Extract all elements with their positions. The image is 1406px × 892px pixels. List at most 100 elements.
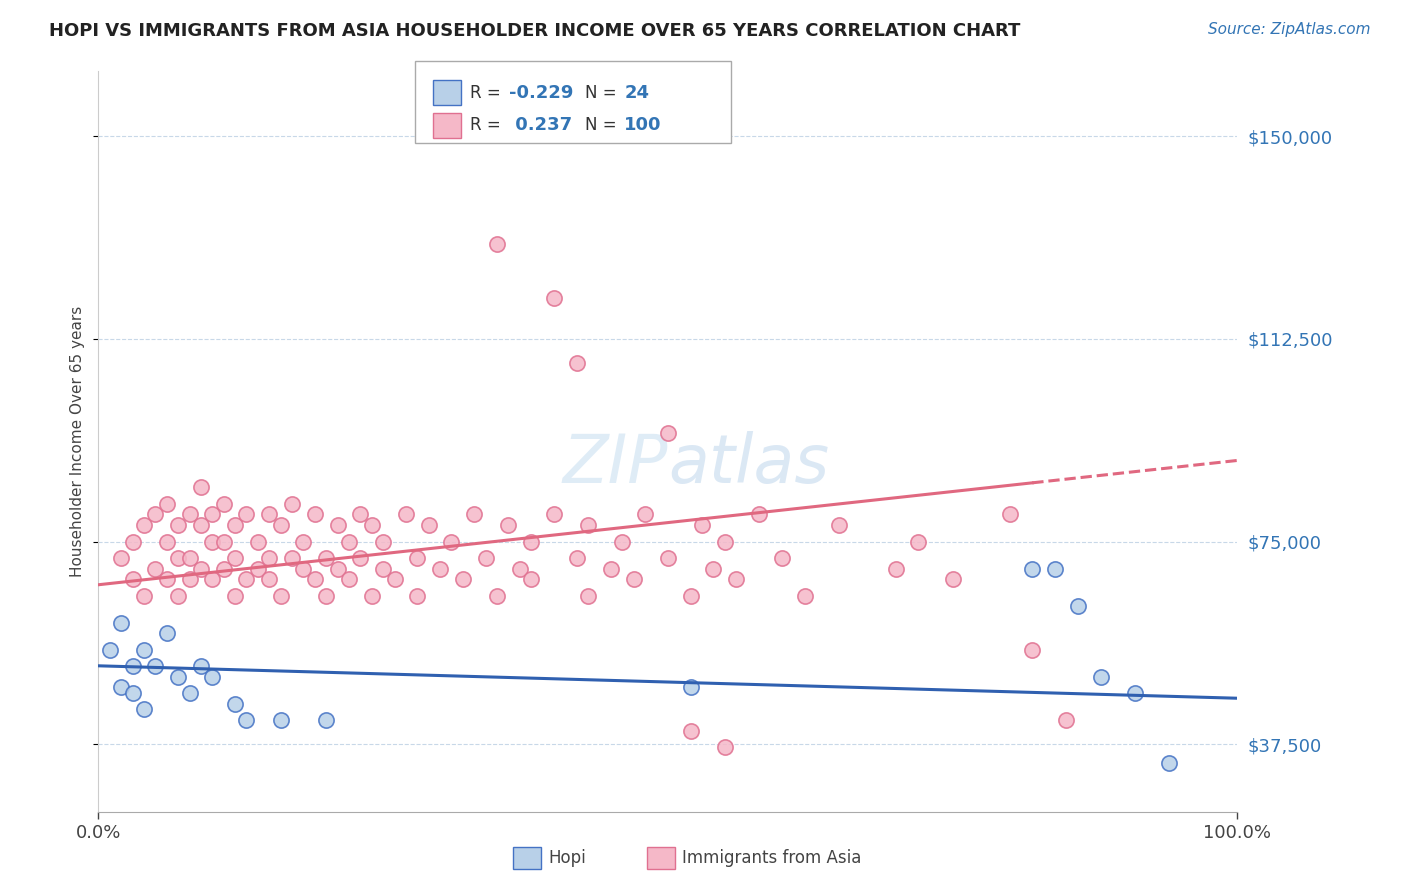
- Point: [498, 518, 520, 533]
- Point: [623, 572, 645, 586]
- Point: [235, 572, 257, 586]
- Point: [167, 550, 190, 565]
- Point: [212, 534, 235, 549]
- Point: [224, 697, 246, 711]
- Text: N =: N =: [585, 116, 621, 134]
- Point: [201, 534, 224, 549]
- Point: [270, 713, 292, 727]
- Point: [132, 518, 155, 533]
- Point: [1021, 561, 1043, 575]
- Point: [190, 480, 212, 494]
- Point: [156, 626, 179, 640]
- Point: [600, 561, 623, 575]
- Point: [201, 508, 224, 522]
- Point: [110, 615, 132, 630]
- Point: [145, 508, 167, 522]
- Point: [565, 356, 588, 370]
- Text: -0.229: -0.229: [509, 84, 574, 102]
- Point: [315, 713, 337, 727]
- Point: [714, 739, 737, 754]
- Point: [349, 508, 371, 522]
- Point: [132, 589, 155, 603]
- Point: [543, 291, 565, 305]
- Point: [679, 723, 702, 738]
- Point: [132, 702, 155, 716]
- Point: [770, 550, 793, 565]
- Point: [942, 572, 965, 586]
- Text: 100: 100: [624, 116, 662, 134]
- Point: [121, 658, 143, 673]
- Text: N =: N =: [585, 84, 621, 102]
- Point: [337, 572, 360, 586]
- Text: Source: ZipAtlas.com: Source: ZipAtlas.com: [1208, 22, 1371, 37]
- Point: [565, 550, 588, 565]
- Point: [679, 681, 702, 695]
- Point: [1090, 670, 1112, 684]
- Point: [190, 561, 212, 575]
- Point: [543, 508, 565, 522]
- Point: [360, 518, 382, 533]
- Point: [429, 561, 451, 575]
- Point: [315, 589, 337, 603]
- Point: [1123, 686, 1146, 700]
- Text: R =: R =: [470, 116, 506, 134]
- Point: [612, 534, 634, 549]
- Point: [179, 550, 201, 565]
- Point: [828, 518, 851, 533]
- Point: [292, 534, 315, 549]
- Point: [167, 670, 190, 684]
- Point: [259, 550, 281, 565]
- Point: [224, 550, 246, 565]
- Point: [132, 642, 155, 657]
- Point: [406, 589, 429, 603]
- Text: atlas: atlas: [668, 431, 830, 497]
- Point: [884, 561, 907, 575]
- Point: [384, 572, 406, 586]
- Text: Hopi: Hopi: [548, 849, 586, 867]
- Point: [281, 550, 304, 565]
- Point: [690, 518, 713, 533]
- Point: [418, 518, 440, 533]
- Point: [907, 534, 929, 549]
- Point: [201, 670, 224, 684]
- Point: [179, 572, 201, 586]
- Point: [259, 508, 281, 522]
- Point: [145, 561, 167, 575]
- Point: [679, 589, 702, 603]
- Point: [371, 534, 394, 549]
- Point: [406, 550, 429, 565]
- Point: [998, 508, 1021, 522]
- Point: [224, 518, 246, 533]
- Point: [326, 561, 349, 575]
- Point: [270, 518, 292, 533]
- Text: Immigrants from Asia: Immigrants from Asia: [682, 849, 862, 867]
- Point: [121, 534, 143, 549]
- Point: [440, 534, 463, 549]
- Text: HOPI VS IMMIGRANTS FROM ASIA HOUSEHOLDER INCOME OVER 65 YEARS CORRELATION CHART: HOPI VS IMMIGRANTS FROM ASIA HOUSEHOLDER…: [49, 22, 1021, 40]
- Y-axis label: Householder Income Over 65 years: Householder Income Over 65 years: [70, 306, 86, 577]
- Point: [1157, 756, 1180, 770]
- Point: [167, 518, 190, 533]
- Text: R =: R =: [470, 84, 506, 102]
- Point: [201, 572, 224, 586]
- Point: [520, 572, 543, 586]
- Point: [748, 508, 770, 522]
- Point: [246, 561, 269, 575]
- Point: [121, 572, 143, 586]
- Point: [110, 550, 132, 565]
- Point: [657, 550, 679, 565]
- Point: [190, 658, 212, 673]
- Point: [360, 589, 382, 603]
- Point: [281, 497, 304, 511]
- Point: [292, 561, 315, 575]
- Point: [246, 534, 269, 549]
- Point: [121, 686, 143, 700]
- Point: [576, 518, 599, 533]
- Point: [179, 508, 201, 522]
- Point: [1067, 599, 1090, 614]
- Point: [634, 508, 657, 522]
- Point: [167, 589, 190, 603]
- Point: [156, 534, 179, 549]
- Point: [304, 508, 326, 522]
- Point: [657, 426, 679, 441]
